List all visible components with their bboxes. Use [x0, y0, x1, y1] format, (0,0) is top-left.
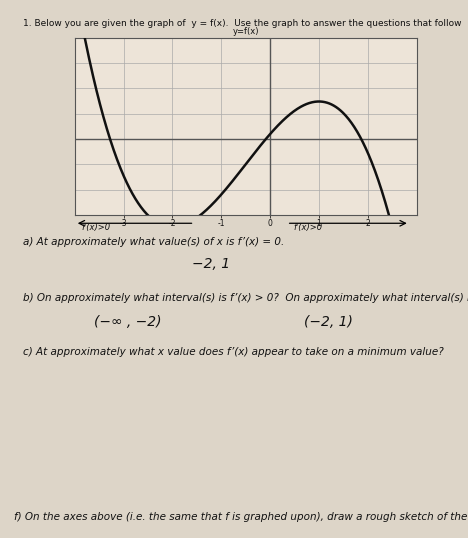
- Text: y=f(x): y=f(x): [233, 27, 259, 36]
- Text: f'(x)>0: f'(x)>0: [82, 223, 111, 232]
- Text: (−∞ , −2): (−∞ , −2): [94, 315, 161, 329]
- Text: (−2, 1): (−2, 1): [304, 315, 353, 329]
- Text: a) At approximately what value(s) of x is f’(x) = 0.: a) At approximately what value(s) of x i…: [23, 237, 285, 247]
- Text: f'(x)>0: f'(x)>0: [293, 223, 322, 232]
- Text: −2, 1: −2, 1: [191, 257, 230, 271]
- Text: c) At approximately what x value does f’(x) appear to take on a minimum value?: c) At approximately what x value does f’…: [23, 347, 444, 357]
- Text: f) On the axes above (i.e. the same that f is graphed upon), draw a rough sketch: f) On the axes above (i.e. the same that…: [14, 512, 468, 522]
- Text: b) On approximately what interval(s) is f’(x) > 0?  On approximately what interv: b) On approximately what interval(s) is …: [23, 293, 468, 303]
- Text: 1. Below you are given the graph of  y = f(x).  Use the graph to answer the ques: 1. Below you are given the graph of y = …: [23, 19, 462, 28]
